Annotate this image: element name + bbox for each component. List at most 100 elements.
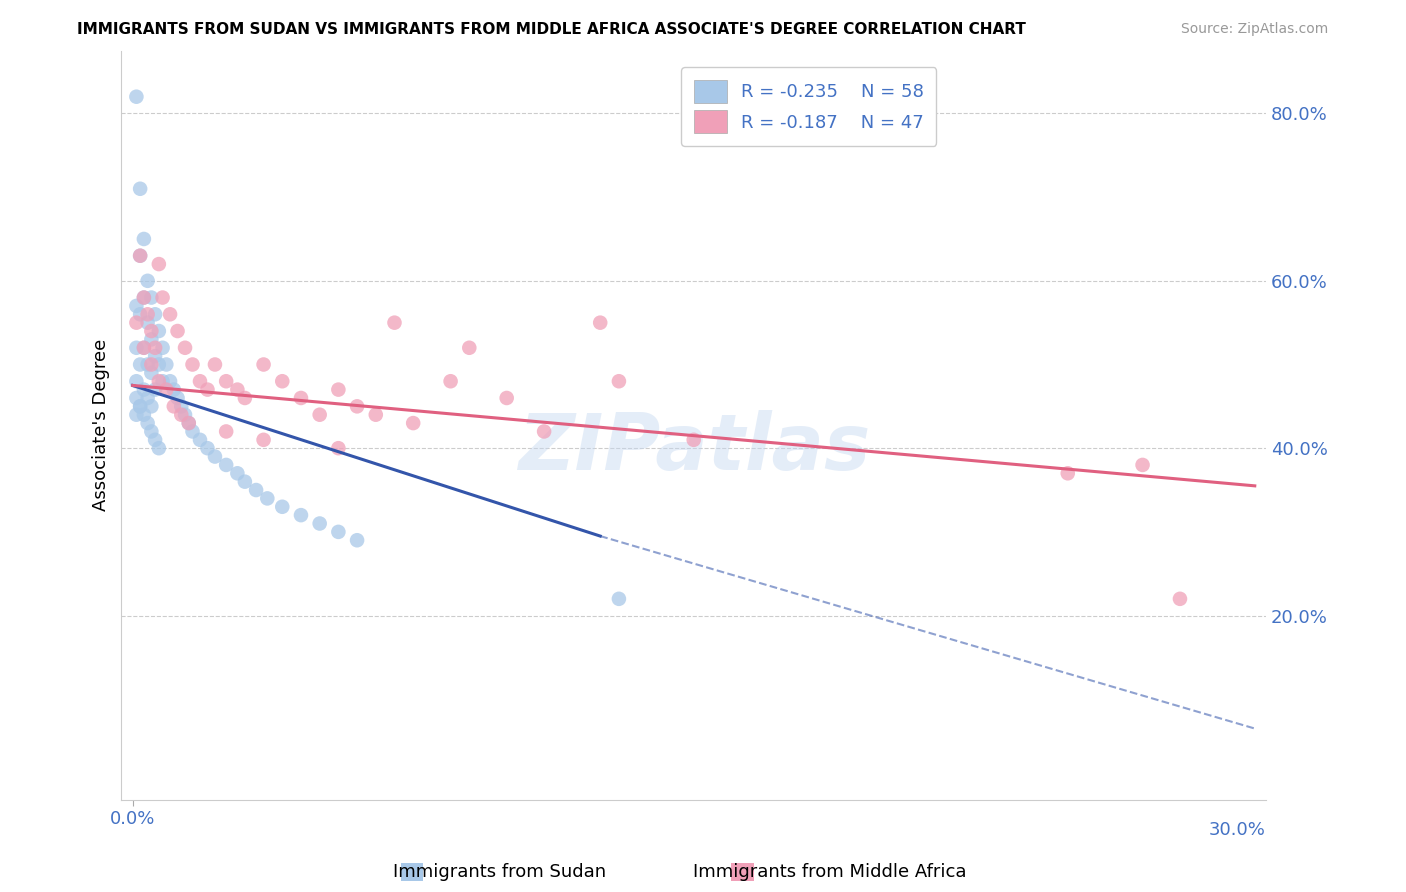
Point [290, 391, 312, 405]
Point [141, 332, 163, 346]
Point [682, 433, 704, 447]
Point [148, 324, 170, 338]
Point [141, 324, 163, 338]
Point [290, 508, 312, 523]
Text: Source: ZipAtlas.com: Source: ZipAtlas.com [1181, 22, 1329, 37]
Point [129, 358, 152, 372]
Point [129, 307, 152, 321]
Point [271, 374, 294, 388]
Point [152, 374, 174, 388]
Point [233, 391, 256, 405]
Point [177, 416, 200, 430]
Point [136, 358, 159, 372]
Point [252, 433, 274, 447]
Point [607, 374, 630, 388]
Point [215, 458, 238, 472]
Point [136, 307, 159, 321]
Point [143, 341, 166, 355]
Point [1168, 591, 1191, 606]
Point [136, 391, 159, 405]
Point [170, 408, 193, 422]
Point [136, 416, 159, 430]
Point [132, 291, 155, 305]
Point [177, 416, 200, 430]
Point [197, 441, 219, 455]
Point [271, 500, 294, 514]
Point [152, 291, 174, 305]
Point [132, 341, 155, 355]
Point [166, 391, 188, 405]
Point [256, 491, 278, 506]
Point [607, 591, 630, 606]
Point [125, 391, 148, 405]
Point [308, 516, 330, 531]
Text: Immigrants from Sudan: Immigrants from Sudan [392, 863, 606, 881]
Point [132, 232, 155, 246]
Point [141, 366, 163, 380]
Text: 30.0%: 30.0% [1209, 821, 1265, 838]
Legend: R = -0.235    N = 58, R = -0.187    N = 47: R = -0.235 N = 58, R = -0.187 N = 47 [682, 67, 936, 146]
Point [143, 349, 166, 363]
Point [174, 408, 197, 422]
Point [141, 291, 163, 305]
Point [328, 524, 350, 539]
Point [458, 341, 481, 355]
Point [136, 274, 159, 288]
Point [125, 341, 148, 355]
Point [136, 316, 159, 330]
Point [125, 408, 148, 422]
Point [215, 374, 238, 388]
Point [132, 408, 155, 422]
Point [439, 374, 461, 388]
Text: ZIPatlas: ZIPatlas [517, 409, 870, 485]
Point [226, 467, 249, 481]
Point [495, 391, 517, 405]
Text: Immigrants from Middle Africa: Immigrants from Middle Africa [693, 863, 966, 881]
Point [148, 441, 170, 455]
Point [129, 249, 152, 263]
Point [132, 291, 155, 305]
Point [143, 433, 166, 447]
Point [1056, 467, 1078, 481]
Point [364, 408, 387, 422]
Point [148, 257, 170, 271]
Point [384, 316, 406, 330]
Point [155, 383, 177, 397]
Point [159, 307, 181, 321]
Point [148, 374, 170, 388]
Point [141, 425, 163, 439]
Point [129, 182, 152, 196]
Point [233, 475, 256, 489]
Point [308, 408, 330, 422]
Point [533, 425, 555, 439]
Point [166, 324, 188, 338]
Point [181, 358, 204, 372]
Point [129, 400, 152, 414]
Point [204, 358, 226, 372]
Point [328, 441, 350, 455]
Point [197, 383, 219, 397]
Point [129, 249, 152, 263]
Point [125, 89, 148, 103]
Point [346, 400, 368, 414]
Point [159, 374, 181, 388]
Point [245, 483, 267, 497]
Point [346, 533, 368, 548]
Point [170, 400, 193, 414]
Point [141, 400, 163, 414]
Point [132, 383, 155, 397]
Point [204, 450, 226, 464]
Point [328, 383, 350, 397]
Point [163, 400, 186, 414]
Point [143, 383, 166, 397]
Point [148, 358, 170, 372]
Point [188, 374, 211, 388]
Y-axis label: Associate's Degree: Associate's Degree [93, 339, 110, 511]
Point [226, 383, 249, 397]
Point [152, 341, 174, 355]
Point [589, 316, 612, 330]
Point [132, 341, 155, 355]
Point [1132, 458, 1154, 472]
Text: IMMIGRANTS FROM SUDAN VS IMMIGRANTS FROM MIDDLE AFRICA ASSOCIATE'S DEGREE CORREL: IMMIGRANTS FROM SUDAN VS IMMIGRANTS FROM… [77, 22, 1026, 37]
Point [155, 358, 177, 372]
